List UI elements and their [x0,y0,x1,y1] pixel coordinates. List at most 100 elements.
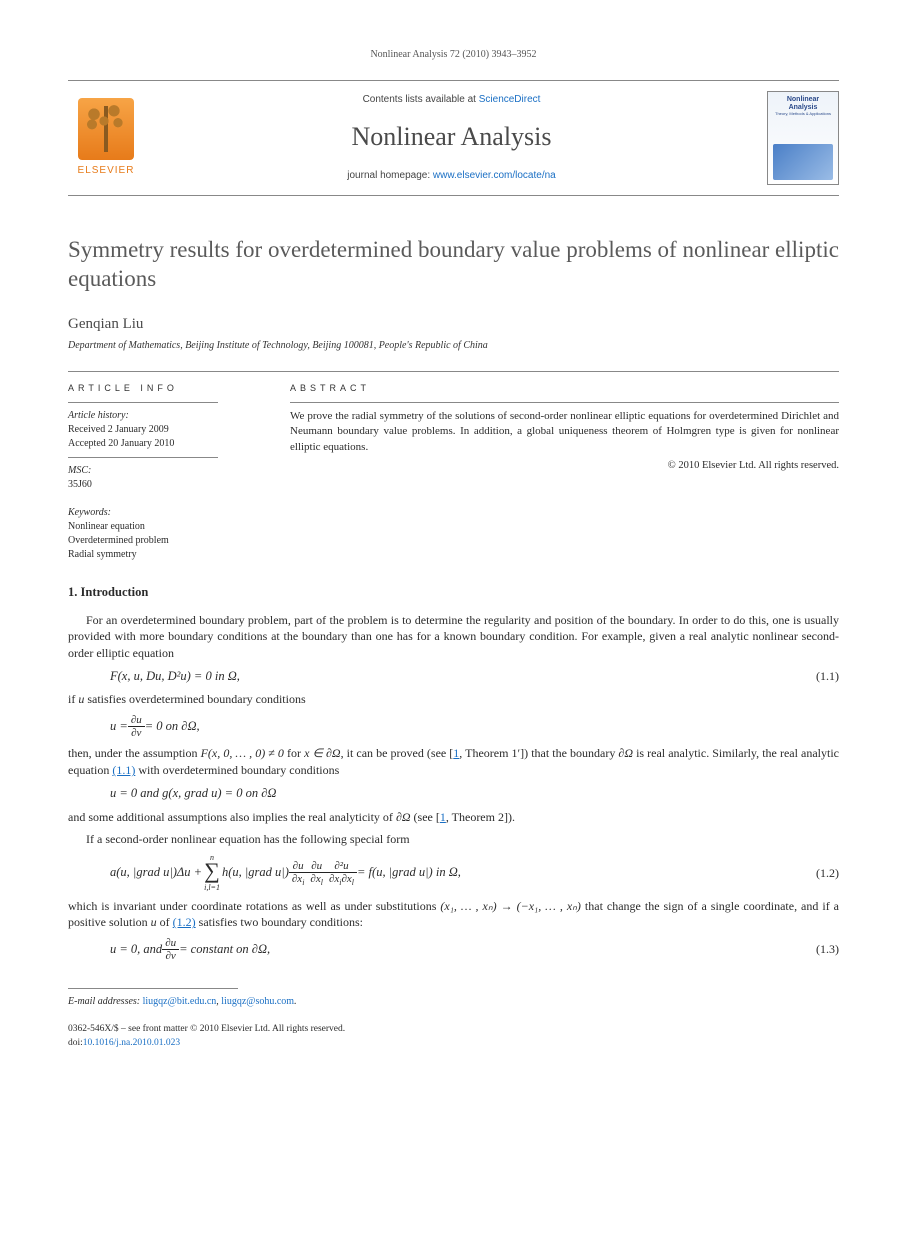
p4a: and some additional assumptions also imp… [68,810,396,824]
journal-cover-thumb: Nonlinear Analysis Theory, Methods & App… [767,91,839,185]
p4b: ∂Ω [396,810,411,824]
equation-bc-2: u = 0 and g(x, grad u) = 0 on ∂Ω [110,785,839,803]
msc-code: 35J60 [68,478,268,492]
abstract-column: abstract We prove the radial symmetry of… [268,372,839,563]
info-rule-1 [68,402,218,403]
journal-homepage-line: journal homepage: www.elsevier.com/locat… [144,169,759,183]
abstract-copyright: © 2010 Elsevier Ltd. All rights reserved… [290,459,839,474]
equation-1-2: a(u, |grad u|)Δu + n ∑ i,l=1 h(u, |grad … [110,854,839,892]
email-footnote: E-mail addresses: liugqz@bit.edu.cn, liu… [68,995,839,1009]
p6e: satisfies two boundary conditions: [196,915,363,929]
p3f: , Theorem 1′]) that the boundary [459,746,618,760]
abstract-text: We prove the radial symmetry of the solu… [290,409,839,455]
frac-du-dxl: ∂u∂xl [307,860,326,885]
intro-para-5: If a second-order nonlinear equation has… [68,831,839,848]
article-title: Symmetry results for overdetermined boun… [68,236,839,294]
p2a: if [68,692,78,706]
info-abstract-block: article info Article history: Received 2… [68,371,839,563]
p6a: which is invariant under coordinate rota… [68,899,440,913]
cover-subtitle: Theory, Methods & Applications [775,111,831,117]
p3c: for [284,746,304,760]
intro-para-6: which is invariant under coordinate rota… [68,898,839,932]
contents-prefix: Contents lists available at [363,94,479,105]
email-tail: . [294,996,297,1007]
eq-bc1-lhs: u = [110,718,128,736]
p3i: with overdetermined boundary conditions [135,763,339,777]
author-name: Genqian Liu [68,314,839,335]
eq-1-2-number: (1.2) [816,865,839,882]
equation-1-3: u = 0, and ∂u∂ν = constant on ∂Ω, (1.3) [110,937,839,962]
history-head: Article history: [68,409,268,423]
front-matter-line: 0362-546X/$ – see front matter © 2010 El… [68,1023,839,1036]
sciencedirect-link[interactable]: ScienceDirect [479,94,541,105]
keyword-2: Overdetermined problem [68,534,268,548]
contents-available-line: Contents lists available at ScienceDirec… [144,93,759,107]
eq-ref-1-2[interactable]: (1.2) [173,915,196,929]
p4d: , Theorem 2]). [446,810,515,824]
journal-name: Nonlinear Analysis [144,119,759,155]
equation-bc-1: u = ∂u∂ν = 0 on ∂Ω, [110,714,839,739]
p3e: , it can be proved (see [ [341,746,454,760]
running-header: Nonlinear Analysis 72 (2010) 3943–3952 [68,48,839,62]
history-accepted: Accepted 20 January 2010 [68,437,268,451]
doi-line: doi:10.1016/j.na.2010.01.023 [68,1037,839,1050]
email-label: E-mail addresses: [68,996,143,1007]
email-link-1[interactable]: liugqz@bit.edu.cn [143,996,217,1007]
email-link-2[interactable]: liugqz@sohu.com [221,996,294,1007]
p6d: of [157,915,173,929]
p4c: (see [ [411,810,440,824]
eq-ref-1-1[interactable]: (1.1) [112,763,135,777]
frac-du-dxi: ∂u∂xi [289,860,308,885]
author-affiliation: Department of Mathematics, Beijing Insti… [68,339,839,353]
elsevier-tree-icon [78,98,134,160]
intro-para-3: then, under the assumption F(x, 0, … , 0… [68,745,839,779]
equation-1-1: F(x, u, Du, D²u) = 0 in Ω, (1.1) [110,668,839,686]
intro-para-4: and some additional assumptions also imp… [68,809,839,826]
sum-symbol: n ∑ i,l=1 [204,854,220,892]
p2b: satisfies overdetermined boundary condit… [84,692,305,706]
eq-1-1-body: F(x, u, Du, D²u) = 0 in Ω, [110,668,240,686]
intro-para-2: if u satisfies overdetermined boundary c… [68,691,839,708]
info-rule-2 [68,457,218,458]
p3d: x ∈ ∂Ω [304,746,341,760]
doi-label: doi: [68,1038,83,1048]
eq12-a: a(u, |grad u|)Δu + [110,864,202,882]
intro-para-1: For an overdetermined boundary problem, … [68,612,839,662]
frac-du-dnu-2: ∂u∂ν [162,937,179,962]
journal-homepage-link[interactable]: www.elsevier.com/locate/na [433,170,556,181]
p3a: then, under the assumption [68,746,201,760]
eq-1-1-number: (1.1) [816,668,839,685]
section-1-head: 1. Introduction [68,584,839,602]
eq12-b: h(u, |grad u|) [222,864,289,882]
abstract-rule [290,402,839,403]
homepage-prefix: journal homepage: [347,170,433,181]
article-info-head: article info [68,382,268,395]
history-received: Received 2 January 2009 [68,423,268,437]
elsevier-wordmark: ELSEVIER [78,164,135,178]
p6b: (x₁, … , xₙ) → (−x₁, … , xₙ) [440,899,581,913]
frac-du-dnu-1: ∂u∂ν [128,714,145,739]
eq-1-3-number: (1.3) [816,941,839,958]
footnote-rule [68,988,238,989]
article-info-column: article info Article history: Received 2… [68,372,268,563]
doi-link[interactable]: 10.1016/j.na.2010.01.023 [83,1038,180,1048]
masthead-center: Contents lists available at ScienceDirec… [144,93,759,183]
cover-image-icon [773,144,833,180]
msc-head: MSC: [68,464,268,478]
p3g: ∂Ω [618,746,633,760]
front-matter-block: 0362-546X/$ – see front matter © 2010 El… [68,1023,839,1050]
journal-masthead: ELSEVIER Contents lists available at Sci… [68,80,839,196]
eq-bc1-rhs: = 0 on ∂Ω, [145,718,200,736]
eq-bc2-body: u = 0 and g(x, grad u) = 0 on ∂Ω [110,785,276,803]
cover-title: Nonlinear Analysis [772,96,834,111]
eq12-c: = f(u, |grad u|) in Ω, [357,864,461,882]
keywords-head: Keywords: [68,506,268,520]
eq13-a: u = 0, and [110,941,162,959]
elsevier-logo: ELSEVIER [68,98,144,178]
eq13-b: = constant on ∂Ω, [179,941,270,959]
frac-d2u-dxidxl: ∂²u∂xi∂xl [326,860,357,885]
p3b: F(x, 0, … , 0) ≠ 0 [201,746,284,760]
abstract-head: abstract [290,382,839,395]
keyword-1: Nonlinear equation [68,520,268,534]
keyword-3: Radial symmetry [68,548,268,562]
